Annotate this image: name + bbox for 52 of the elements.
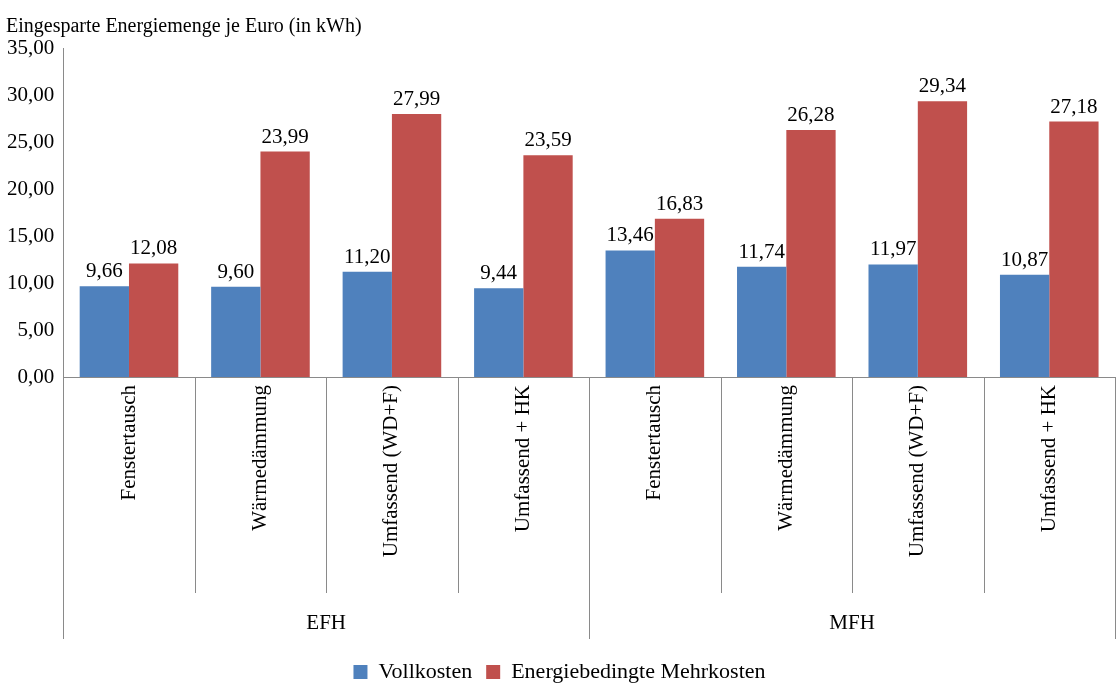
bar: [654, 218, 705, 377]
bar: [737, 266, 787, 377]
bar: [999, 274, 1050, 377]
data-label: 23,99: [261, 123, 309, 148]
bar: [605, 250, 655, 377]
data-label: 11,97: [869, 236, 917, 261]
bar: [211, 286, 261, 377]
data-label: 10,87: [1000, 246, 1049, 271]
data-label: 23,59: [524, 127, 572, 152]
data-label: 9,44: [480, 260, 518, 285]
text: MFH: [829, 610, 875, 634]
bar: [474, 288, 524, 377]
bar: [342, 271, 392, 377]
data-label: 9,66: [85, 258, 123, 283]
bar: [128, 263, 179, 377]
data-label: 29,34: [918, 73, 967, 98]
data-label: 11,74: [738, 238, 786, 263]
bar: [786, 129, 836, 377]
data-label: 11,20: [344, 243, 391, 268]
data-label: 9,60: [217, 258, 255, 283]
bar: [917, 101, 968, 377]
text: EFH: [306, 610, 347, 634]
bar: [391, 113, 442, 377]
y-tick-label: 25,00: [7, 128, 55, 153]
y-tick-label: 20,00: [7, 175, 55, 200]
data-label: 27,99: [392, 85, 441, 110]
bar: [868, 264, 918, 377]
x-tick-label: Wärmedämmung: [772, 384, 797, 531]
y-tick-label: 30,00: [7, 81, 55, 106]
y-axis-title: Eingesparte Energiemenge je Euro (in kWh): [6, 14, 362, 37]
legend-label: Energiebedingte Mehrkosten: [511, 657, 766, 683]
bar: [523, 155, 573, 377]
y-tick-label: 10,00: [7, 269, 55, 294]
data-label: 26,28: [787, 101, 835, 126]
data-label: 13,46: [606, 222, 654, 247]
bar: [79, 286, 129, 377]
x-tick-label: Wärmedämmung: [246, 384, 271, 531]
y-tick-label: 0,00: [17, 363, 55, 388]
x-tick-label: Umfassend + HK: [509, 385, 534, 533]
x-tick-label: Fenstertausch: [115, 384, 140, 501]
data-label: 27,18: [1050, 93, 1098, 118]
y-tick-label: 15,00: [7, 222, 55, 247]
legend-label: Vollkosten: [378, 657, 473, 683]
data-label: 16,83: [655, 190, 704, 215]
x-tick-label: Umfassend (WD+F): [904, 385, 929, 558]
x-tick-label: Umfassend (WD+F): [378, 385, 403, 558]
bar: [1049, 121, 1099, 377]
bar: [260, 151, 310, 377]
x-tick-label: Umfassend + HK: [1035, 385, 1060, 533]
y-tick-label: 5,00: [17, 316, 55, 341]
data-label: 12,08: [130, 235, 178, 260]
x-tick-label: Fenstertausch: [641, 384, 666, 501]
